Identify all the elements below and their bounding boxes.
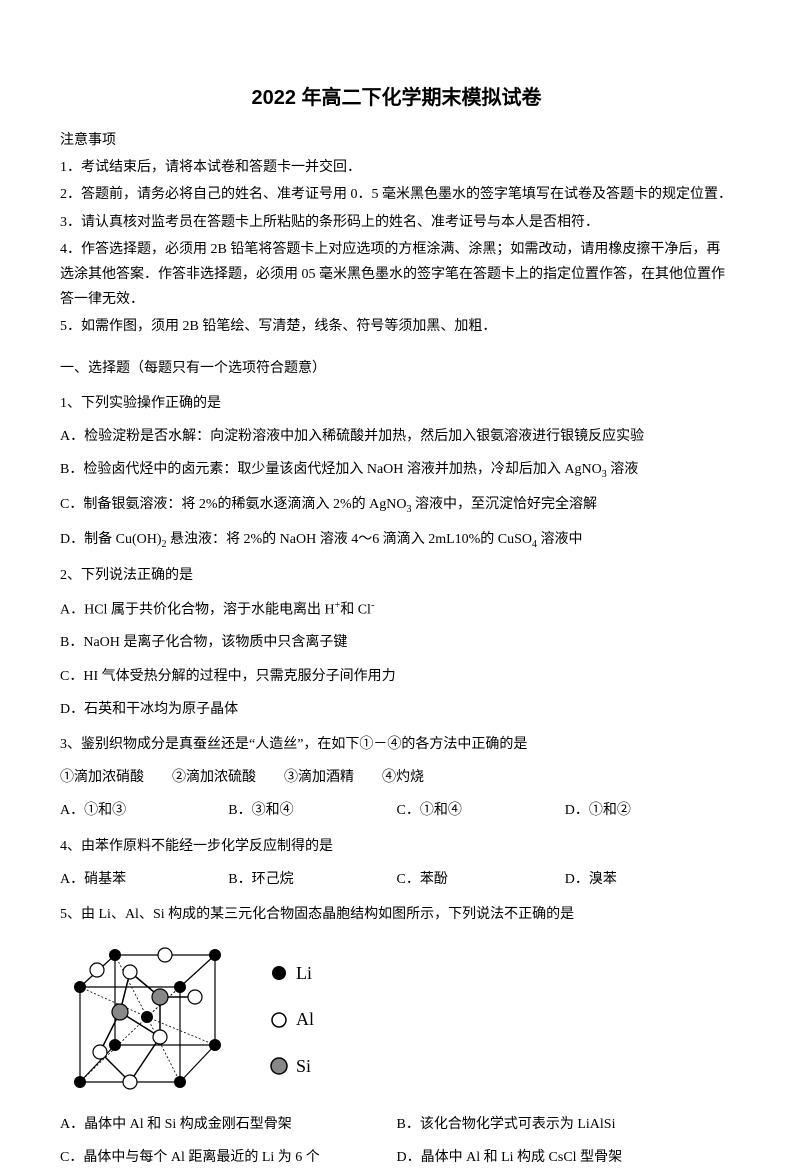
q5-option-a: A．晶体中 Al 和 Si 构成金刚石型骨架 [60,1112,397,1137]
q2-option-c: C．HI 气体受热分解的过程中，只需克服分子间作用力 [60,664,733,689]
instruction-3: 3．请认真核对监考员在答题卡上所粘贴的条形码上的姓名、准考证号与本人是否相符． [60,210,733,235]
q1-c-suffix: 溶液中，至沉淀恰好完全溶解 [412,497,598,512]
si-sphere-icon [270,1057,288,1075]
q1-stem: 1、下列实验操作正确的是 [60,391,733,416]
q1-option-b: B．检验卤代烃中的卤元素：取少量该卤代烃加入 NaOH 溶液并加热，冷却后加入 … [60,457,733,484]
q3-option-a: A．①和③ [60,798,228,823]
q4-option-b: B．环己烷 [228,867,396,892]
legend-li: Li [270,957,314,989]
q1-c-prefix: C．制备银氨溶液：将 2%的稀氨水逐滴滴入 2%的 AgNO [60,497,407,512]
page-title: 2022 年高二下化学期末模拟试卷 [60,80,733,116]
q5-stem: 5、由 Li、Al、Si 构成的某三元化合物固态晶胞结构如图所示，下列说法不正确… [60,902,733,927]
legend-si: Si [270,1050,314,1082]
q2-option-a: A．HCl 属于共价化合物，溶于水能电离出 H+和 Cl- [60,597,733,623]
q1-d-suffix: 溶液中 [537,532,583,547]
q2-a-sup2: - [371,600,374,611]
legend-si-label: Si [296,1050,311,1082]
q5-option-b: B．该化合物化学式可表示为 LiAlSi [397,1112,734,1137]
q3-option-c: C．①和④ [397,798,565,823]
li-sphere-icon [270,964,288,982]
diagram-legend: Li Al Si [270,957,314,1082]
section-1-title: 一、选择题（每题只有一个选项符合题意） [60,356,733,381]
q2-option-d: D．石英和干冰均为原子晶体 [60,697,733,722]
q1-b-prefix: B．检验卤代烃中的卤元素：取少量该卤代烃加入 NaOH 溶液并加热，冷却后加入 … [60,462,602,477]
q1-option-c: C．制备银氨溶液：将 2%的稀氨水逐滴滴入 2%的 AgNO3 溶液中，至沉淀恰… [60,492,733,519]
legend-al-label: Al [296,1003,314,1035]
q3-methods: ①滴加浓硝酸 ②滴加浓硫酸 ③滴加酒精 ④灼烧 [60,765,733,790]
q3-option-b: B．③和④ [228,798,396,823]
q5-options-row2: C．晶体中与每个 Al 距离最近的 Li 为 6 个 D．晶体中 Al 和 Li… [60,1145,733,1170]
instruction-1: 1．考试结束后，请将本试卷和答题卡一并交回． [60,155,733,180]
legend-al: Al [270,1003,314,1035]
q4-options: A．硝基苯 B．环己烷 C．苯酚 D．溴苯 [60,867,733,892]
legend-li-label: Li [296,957,312,989]
instruction-5: 5．如需作图，须用 2B 铅笔绘、写清楚，线条、符号等须加黑、加粗． [60,314,733,339]
q5-option-d: D．晶体中 Al 和 Li 构成 CsCl 型骨架 [397,1145,734,1170]
notice-heading: 注意事项 [60,128,733,153]
q2-a-mid: 和 Cl [340,602,371,617]
q4-option-d: D．溴苯 [565,867,733,892]
q5-option-c: C．晶体中与每个 Al 距离最近的 Li 为 6 个 [60,1145,397,1170]
q5-options-row1: A．晶体中 Al 和 Si 构成金刚石型骨架 B．该化合物化学式可表示为 LiA… [60,1112,733,1137]
q2-option-b: B．NaOH 是离子化合物，该物质中只含离子键 [60,630,733,655]
q1-d-mid: 悬浊液：将 2%的 NaOH 溶液 4～6 滴滴入 2mL10%的 CuSO [167,532,533,547]
q1-b-suffix: 溶液 [607,462,639,477]
q1-option-a: A．检验淀粉是否水解：向淀粉溶液中加入稀硫酸并加热，然后加入银氨溶液进行银镜反应… [60,424,733,449]
crystal-structure-diagram [60,937,240,1102]
q1-option-d: D．制备 Cu(OH)2 悬浊液：将 2%的 NaOH 溶液 4～6 滴滴入 2… [60,527,733,554]
q4-option-a: A．硝基苯 [60,867,228,892]
instruction-4: 4．作答选择题，必须用 2B 铅笔将答题卡上对应选项的方框涂满、涂黑；如需改动，… [60,237,733,313]
q4-stem: 4、由苯作原料不能经一步化学反应制得的是 [60,834,733,859]
instruction-2: 2．答题前，请务必将自己的姓名、准考证号用 0．5 毫米黑色墨水的签字笔填写在试… [60,182,733,207]
q2-stem: 2、下列说法正确的是 [60,563,733,588]
q3-options: A．①和③ B．③和④ C．①和④ D．①和② [60,798,733,823]
q4-option-c: C．苯酚 [397,867,565,892]
q1-d-prefix: D．制备 Cu(OH) [60,532,162,547]
q3-stem: 3、鉴别织物成分是真蚕丝还是“人造丝”，在如下①－④的各方法中正确的是 [60,732,733,757]
q2-a-prefix: A．HCl 属于共价化合物，溶于水能电离出 H [60,602,335,617]
q3-option-d: D．①和② [565,798,733,823]
q5-diagram-container: Li Al Si [60,937,733,1102]
al-sphere-icon [270,1011,288,1029]
